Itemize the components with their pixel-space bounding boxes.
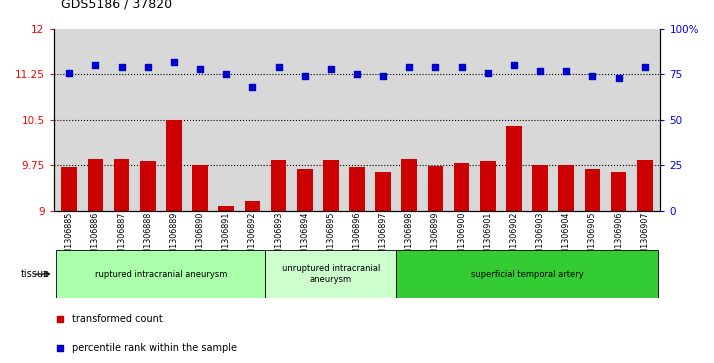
Text: transformed count: transformed count xyxy=(71,314,163,323)
Bar xyxy=(244,201,260,211)
Point xyxy=(255,230,266,236)
Bar xyxy=(166,120,182,211)
Bar xyxy=(140,161,156,211)
Point xyxy=(456,64,468,70)
Bar xyxy=(349,167,365,211)
Point xyxy=(534,68,545,74)
Bar xyxy=(192,165,208,211)
Bar xyxy=(114,159,129,211)
Bar xyxy=(297,170,313,211)
Bar xyxy=(218,206,234,211)
Point xyxy=(508,62,520,68)
Bar xyxy=(506,126,522,211)
Bar xyxy=(480,161,496,211)
Bar xyxy=(610,172,626,211)
Bar xyxy=(56,250,266,298)
Text: superficial temporal artery: superficial temporal artery xyxy=(471,270,583,278)
Bar xyxy=(428,166,443,211)
Point xyxy=(90,62,101,68)
Point xyxy=(613,75,624,81)
Point xyxy=(587,73,598,79)
Point xyxy=(246,84,258,90)
Point xyxy=(221,72,232,77)
Bar xyxy=(401,159,417,211)
Bar xyxy=(271,160,286,211)
Text: unruptured intracranial
aneurysm: unruptured intracranial aneurysm xyxy=(281,264,380,284)
Point xyxy=(194,66,206,72)
Bar xyxy=(61,167,77,211)
Point xyxy=(116,64,127,70)
Point xyxy=(299,73,311,79)
Bar xyxy=(376,172,391,211)
Point xyxy=(169,59,180,65)
Point xyxy=(430,64,441,70)
Bar xyxy=(396,250,658,298)
Point xyxy=(378,73,389,79)
Point xyxy=(142,64,154,70)
Bar xyxy=(558,165,574,211)
Point xyxy=(639,64,650,70)
Point xyxy=(64,70,75,76)
Bar xyxy=(454,163,470,211)
Point xyxy=(273,64,284,70)
Point xyxy=(403,64,415,70)
Text: GDS5186 / 37820: GDS5186 / 37820 xyxy=(61,0,172,11)
Point xyxy=(325,66,336,72)
Bar xyxy=(532,165,548,211)
Bar xyxy=(637,160,653,211)
Text: ruptured intracranial aneurysm: ruptured intracranial aneurysm xyxy=(95,270,227,278)
Point xyxy=(482,70,493,76)
Bar xyxy=(323,160,338,211)
Bar xyxy=(88,159,104,211)
Text: tissue: tissue xyxy=(21,269,50,279)
Point xyxy=(560,68,572,74)
Text: percentile rank within the sample: percentile rank within the sample xyxy=(71,343,237,354)
Point xyxy=(351,72,363,77)
Bar xyxy=(266,250,396,298)
Bar xyxy=(585,170,600,211)
